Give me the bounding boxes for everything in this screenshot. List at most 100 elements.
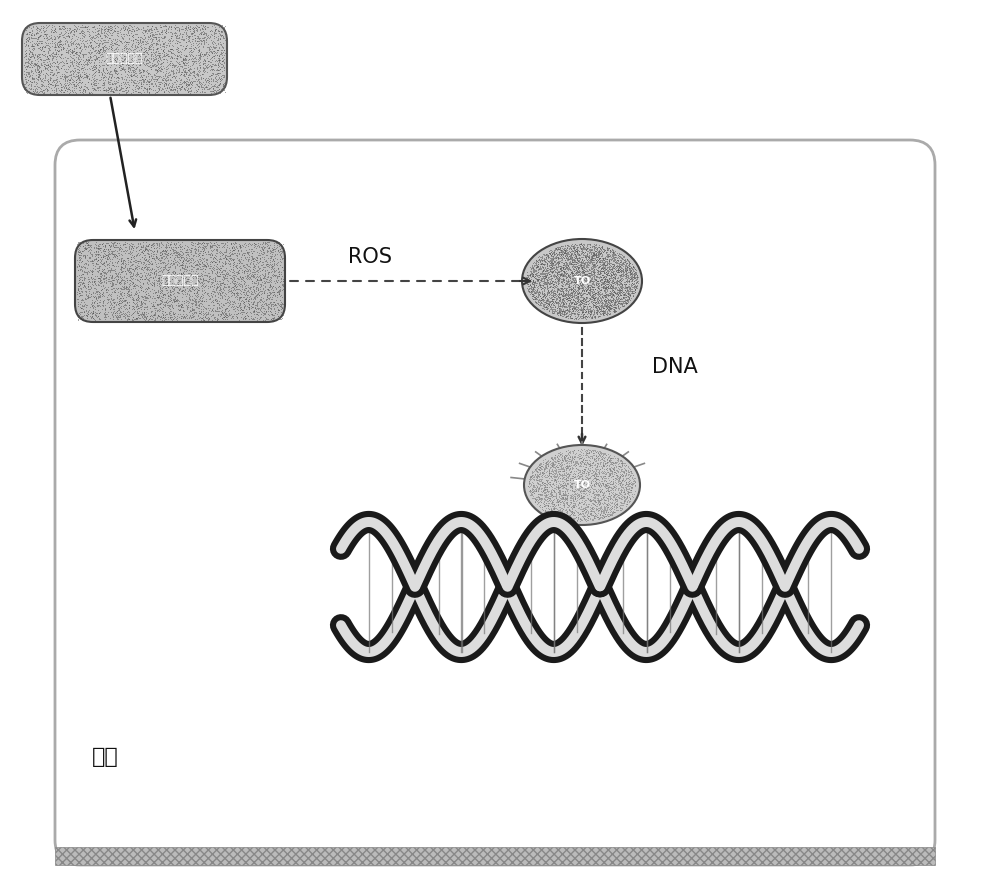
Point — [31, 67, 47, 81]
Point — [252, 273, 268, 287]
Point — [246, 236, 262, 250]
Point — [164, 51, 180, 65]
Point — [587, 273, 603, 287]
Point — [197, 262, 213, 276]
Point — [239, 284, 255, 298]
Point — [198, 80, 214, 94]
Point — [603, 452, 619, 466]
Point — [21, 40, 37, 54]
Point — [186, 254, 202, 268]
Point — [179, 282, 195, 296]
Point — [182, 22, 198, 36]
Point — [538, 501, 554, 515]
Point — [547, 473, 563, 487]
Point — [536, 257, 552, 271]
Point — [125, 57, 141, 71]
Point — [62, 72, 78, 86]
Point — [53, 40, 69, 54]
Point — [226, 241, 242, 255]
Point — [33, 64, 49, 78]
Point — [212, 56, 228, 70]
Point — [264, 241, 280, 255]
Point — [50, 82, 66, 96]
Point — [629, 270, 645, 284]
Point — [20, 33, 36, 47]
Point — [200, 258, 216, 272]
Point — [541, 462, 557, 476]
Point — [136, 312, 152, 326]
Point — [591, 478, 607, 492]
Point — [72, 289, 88, 303]
Point — [72, 263, 88, 277]
Point — [216, 263, 232, 277]
Point — [42, 68, 58, 82]
Point — [564, 246, 580, 260]
Point — [211, 54, 227, 68]
Point — [530, 294, 546, 308]
Point — [536, 259, 552, 273]
Point — [576, 482, 592, 496]
Point — [545, 256, 561, 270]
Point — [578, 304, 594, 318]
Point — [588, 269, 604, 283]
Point — [577, 256, 593, 270]
Point — [535, 263, 551, 277]
Point — [583, 300, 599, 314]
Point — [596, 471, 612, 485]
Point — [148, 32, 164, 46]
Point — [545, 289, 561, 303]
Point — [629, 275, 645, 289]
Point — [585, 248, 601, 262]
Point — [196, 85, 212, 99]
Point — [211, 78, 227, 92]
Point — [530, 273, 546, 287]
Point — [617, 279, 633, 293]
Point — [132, 33, 148, 47]
Point — [78, 283, 94, 297]
Point — [551, 265, 567, 279]
Point — [256, 284, 272, 298]
Point — [182, 300, 198, 314]
Point — [548, 269, 564, 283]
Point — [127, 261, 143, 275]
Point — [613, 475, 629, 489]
Point — [555, 260, 571, 274]
Point — [196, 294, 212, 308]
Point — [49, 75, 65, 89]
Point — [592, 291, 608, 305]
Point — [84, 41, 100, 55]
Point — [147, 53, 163, 67]
Point — [201, 75, 217, 89]
Point — [91, 278, 107, 292]
Point — [613, 288, 629, 302]
Point — [188, 261, 204, 275]
Point — [585, 295, 601, 309]
Point — [94, 58, 110, 72]
Point — [169, 52, 185, 66]
Point — [77, 248, 93, 262]
Point — [75, 26, 91, 40]
Point — [149, 236, 165, 250]
Point — [589, 469, 605, 483]
Point — [177, 64, 193, 78]
Point — [270, 273, 286, 287]
Point — [208, 26, 224, 40]
Point — [131, 36, 147, 50]
Point — [75, 84, 91, 98]
Point — [158, 18, 174, 32]
Point — [615, 263, 631, 277]
Point — [71, 286, 87, 300]
Point — [189, 77, 205, 91]
Point — [87, 303, 103, 317]
Point — [90, 39, 106, 53]
Point — [89, 26, 105, 40]
Point — [567, 482, 583, 496]
Point — [149, 63, 165, 77]
Point — [55, 18, 71, 32]
Point — [573, 480, 589, 494]
Point — [534, 500, 550, 514]
Point — [569, 291, 585, 305]
Point — [19, 75, 35, 89]
Point — [167, 18, 183, 32]
Point — [556, 275, 572, 289]
